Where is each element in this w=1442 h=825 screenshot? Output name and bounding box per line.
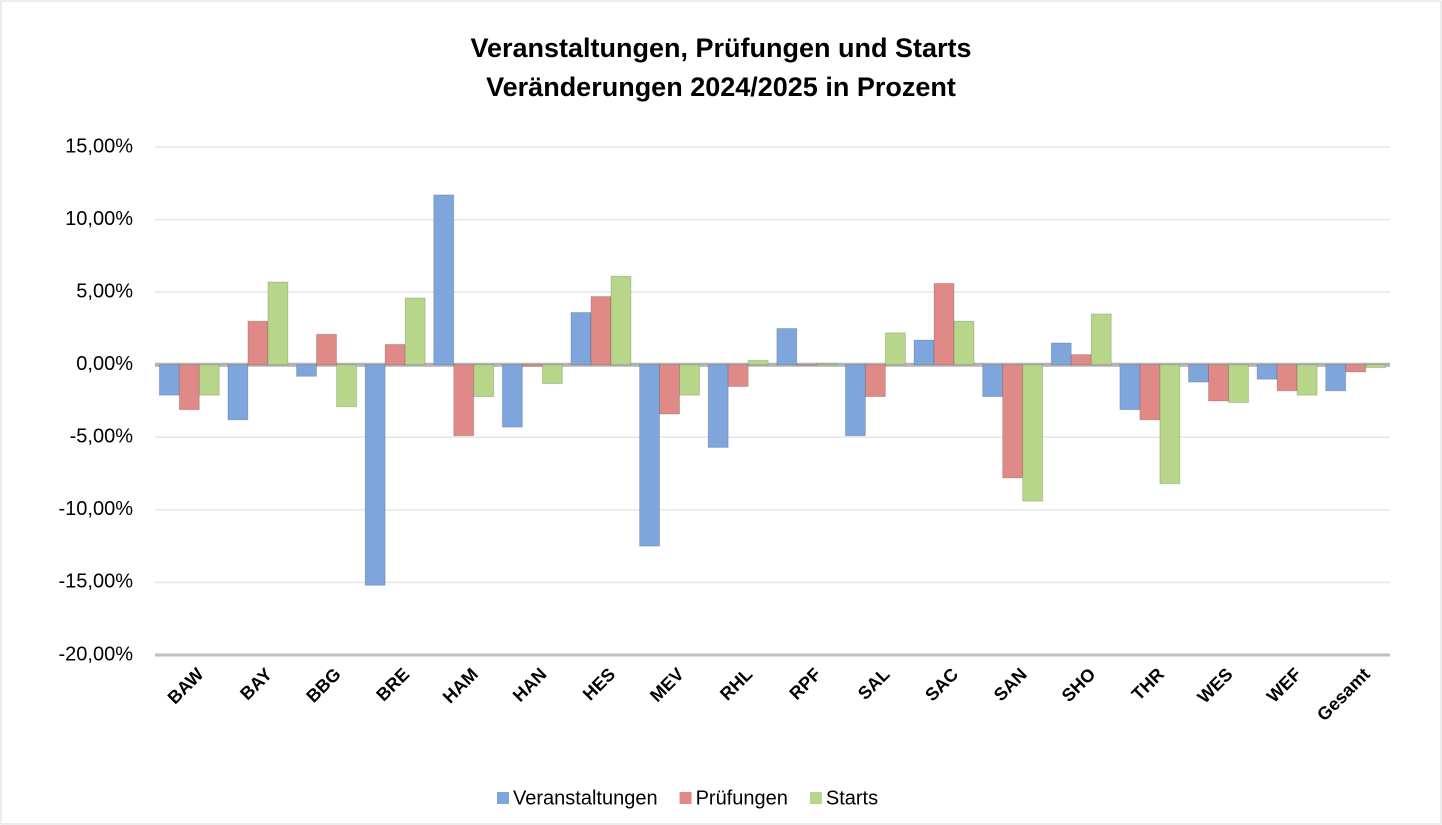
bar <box>296 364 318 377</box>
bar <box>982 364 1004 398</box>
bar <box>158 364 180 396</box>
bar <box>1207 364 1229 402</box>
bar <box>316 333 338 366</box>
bar <box>933 282 955 366</box>
bar <box>864 364 886 398</box>
bar <box>913 339 935 366</box>
bar <box>953 320 975 366</box>
bar <box>1187 364 1209 383</box>
bar <box>707 364 729 448</box>
chart-title: Veranstaltungen, Prüfungen und Starts <box>470 33 971 63</box>
bar <box>1022 364 1044 502</box>
bar <box>1159 364 1181 485</box>
bar <box>501 364 523 428</box>
y-tick-label: -5,00% <box>70 426 134 448</box>
legend-label: Starts <box>826 787 878 809</box>
bar <box>1090 313 1112 366</box>
bar <box>473 364 495 398</box>
bar <box>404 297 426 366</box>
bar <box>659 364 681 415</box>
legend-label: Prüfungen <box>696 787 788 809</box>
bar <box>247 320 269 366</box>
bar <box>796 364 818 366</box>
bar <box>1345 364 1367 373</box>
bar <box>1139 364 1161 421</box>
chart-subtitle: Veränderungen 2024/2025 in Prozent <box>486 72 956 102</box>
bar <box>453 364 475 437</box>
bar <box>1119 364 1141 411</box>
bar <box>1276 364 1298 392</box>
y-tick-label: -10,00% <box>59 498 134 520</box>
bar <box>610 275 632 366</box>
bar <box>1227 364 1249 403</box>
y-tick-label: 0,00% <box>76 353 133 375</box>
bar <box>1050 342 1072 366</box>
legend-swatch <box>497 792 509 804</box>
bar <box>198 364 220 396</box>
bar <box>844 364 866 437</box>
y-tick-label: -20,00% <box>59 643 134 665</box>
bar <box>227 364 249 421</box>
bar <box>776 327 798 366</box>
bar <box>1002 364 1024 479</box>
y-tick-label: 15,00% <box>65 135 133 157</box>
legend-swatch <box>809 792 822 804</box>
bar <box>590 295 612 366</box>
legend-swatch <box>679 792 692 804</box>
bar <box>433 194 455 366</box>
bar <box>1296 364 1318 396</box>
bar <box>747 359 769 366</box>
legend-label: Veranstaltungen <box>513 787 658 809</box>
y-tick-label: 5,00% <box>76 280 133 302</box>
y-tick-label: 10,00% <box>65 208 133 230</box>
bar <box>816 362 838 366</box>
bar <box>541 364 563 385</box>
bar <box>570 311 592 366</box>
y-tick-label: -15,00% <box>59 571 134 593</box>
bar <box>639 364 661 547</box>
bar <box>884 332 906 366</box>
bar <box>1070 354 1092 366</box>
bar <box>1365 364 1387 369</box>
bar <box>336 364 358 408</box>
bar <box>521 364 543 367</box>
bar <box>178 364 200 411</box>
bar <box>384 343 406 366</box>
bar <box>727 364 749 387</box>
bar <box>267 281 289 366</box>
bar <box>679 364 701 396</box>
bar <box>364 364 386 586</box>
bar <box>1325 364 1347 392</box>
bar <box>1256 364 1278 380</box>
